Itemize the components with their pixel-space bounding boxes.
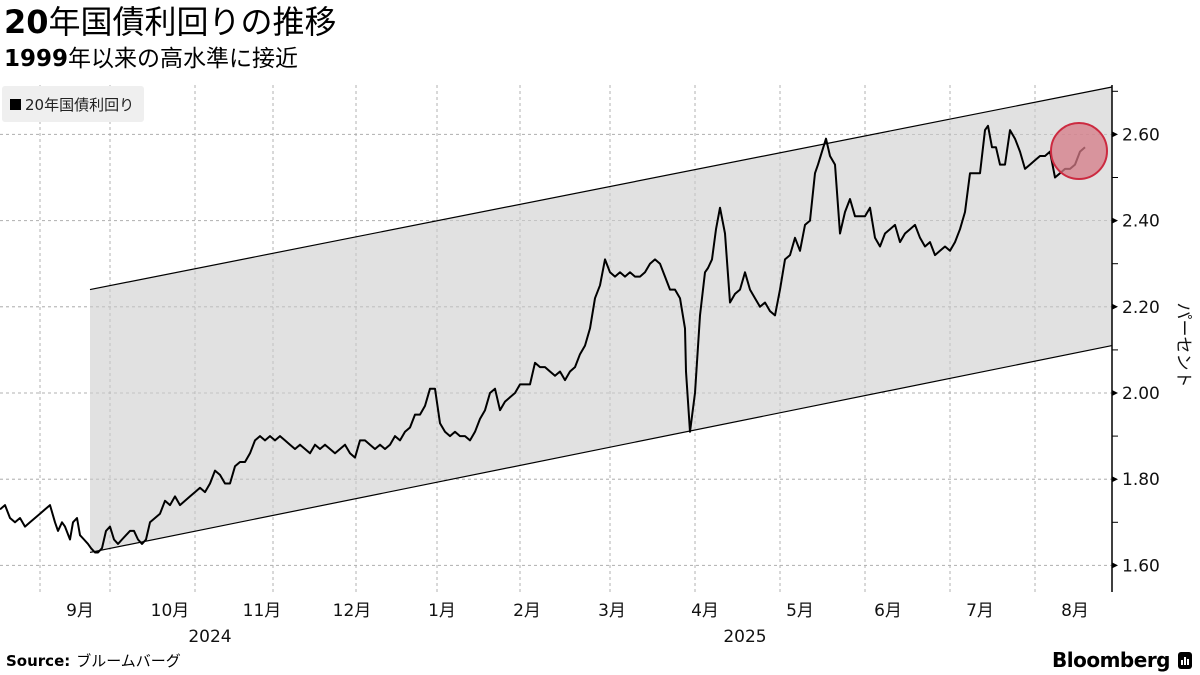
x-year-label: 2025 bbox=[723, 627, 766, 647]
x-month-label: 7月 bbox=[966, 601, 994, 621]
title-number: 20 bbox=[4, 3, 49, 41]
x-month-label: 2月 bbox=[513, 601, 541, 621]
y-tick-label: 2.60 bbox=[1122, 125, 1160, 145]
yield-line bbox=[0, 124, 1086, 554]
channel-lower-line bbox=[89, 345, 1113, 554]
y-tick-label: 2.40 bbox=[1122, 212, 1160, 232]
y-tick-label: 2.20 bbox=[1122, 298, 1160, 318]
x-month-label: 9月 bbox=[66, 601, 94, 621]
y-tick-marker bbox=[1112, 303, 1118, 310]
legend: 20年国債利回り bbox=[2, 86, 145, 122]
x-month-label: 1月 bbox=[428, 601, 456, 621]
chart-subtitle: 1999年以来の高水準に接近 bbox=[4, 44, 298, 74]
y-tick-label: 1.60 bbox=[1122, 556, 1160, 576]
y-tick-marker bbox=[1112, 217, 1118, 224]
legend-swatch-icon bbox=[10, 98, 21, 110]
x-month-label: 5月 bbox=[786, 601, 814, 621]
y-axis-label: パーセント bbox=[1173, 303, 1193, 388]
x-month-label: 3月 bbox=[598, 601, 626, 621]
y-tick-label: 1.80 bbox=[1122, 470, 1160, 490]
x-month-label: 10月 bbox=[151, 601, 190, 621]
brand-logo: Bloomberg bbox=[1052, 648, 1192, 672]
x-month-label: 12月 bbox=[333, 601, 372, 621]
subtitle-number: 1999 bbox=[4, 46, 69, 72]
chart-title: 20年国債利回りの推移 bbox=[4, 2, 337, 42]
x-month-label: 8月 bbox=[1061, 601, 1089, 621]
x-month-label: 4月 bbox=[691, 601, 719, 621]
x-year-label: 2024 bbox=[188, 627, 231, 647]
y-tick-marker bbox=[1112, 562, 1118, 569]
x-month-label: 6月 bbox=[874, 601, 902, 621]
source-value: ブルームバーグ bbox=[76, 652, 181, 670]
y-tick-marker bbox=[1112, 131, 1118, 138]
y-tick-marker bbox=[1112, 476, 1118, 483]
bloomberg-chart-icon bbox=[1178, 651, 1192, 669]
subtitle-text: 年以来の高水準に接近 bbox=[68, 46, 299, 72]
source-note: Source: ブルームバーグ bbox=[6, 650, 181, 671]
brand-name: Bloomberg bbox=[1052, 648, 1170, 672]
trend-channel bbox=[90, 86, 1112, 553]
title-text: 年国債利回りの推移 bbox=[48, 3, 337, 41]
channel-upper-line bbox=[89, 86, 1113, 291]
x-month-label: 11月 bbox=[243, 601, 282, 621]
source-label: Source: bbox=[6, 652, 71, 670]
highlight-circle bbox=[1050, 122, 1108, 180]
legend-label: 20年国債利回り bbox=[25, 95, 135, 114]
y-tick-label: 2.00 bbox=[1122, 384, 1160, 404]
y-tick-marker bbox=[1112, 390, 1118, 396]
